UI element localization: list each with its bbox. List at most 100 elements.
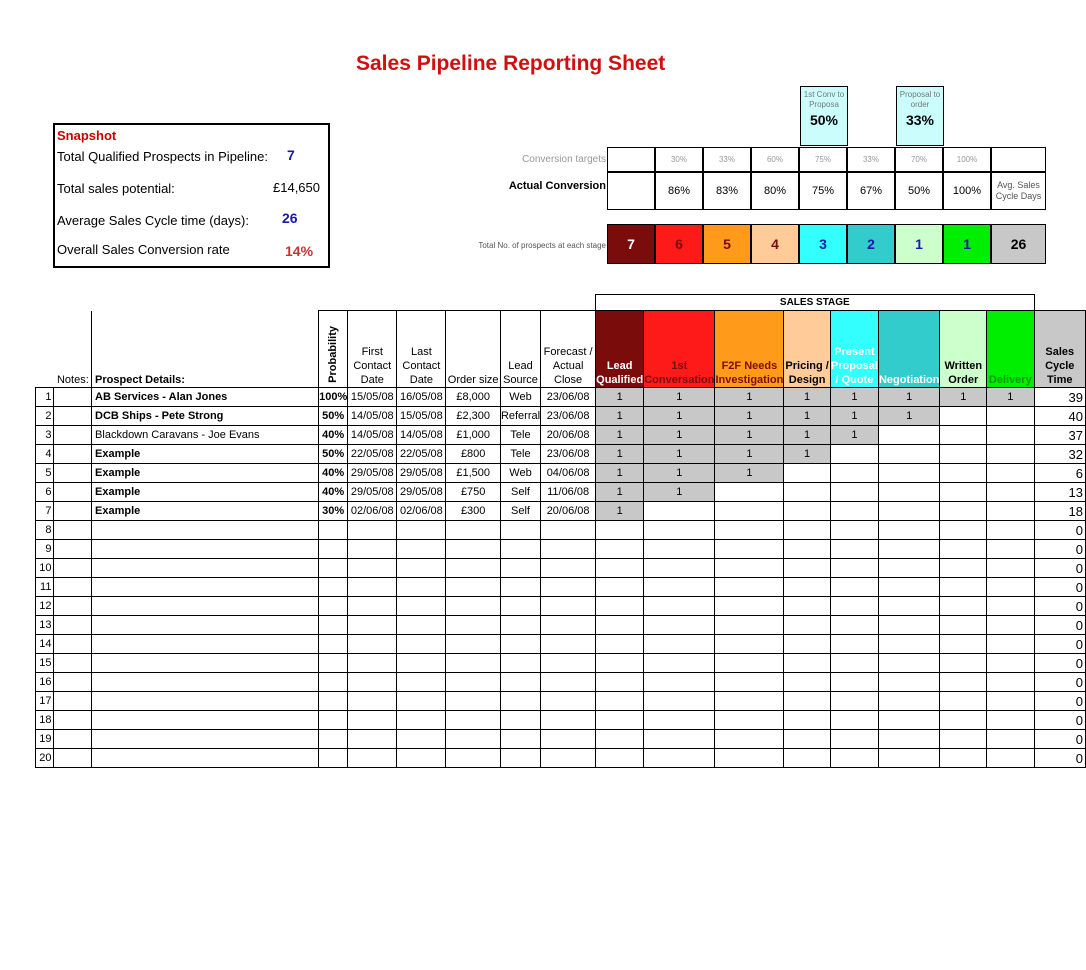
target-cell: 33% xyxy=(847,147,895,172)
col-stage-f2f: F2F Needs Investigation xyxy=(714,310,785,388)
row-first-contact: 14/05/08 xyxy=(347,406,398,426)
snapshot-label-cycle: Average Sales Cycle time (days): xyxy=(57,213,249,228)
row-last-contact xyxy=(396,577,447,597)
row-stage-cell xyxy=(643,634,716,654)
row-first-contact: 15/05/08 xyxy=(347,387,398,407)
conversion-box-label: Proposal to order xyxy=(899,90,941,109)
row-stage-cell xyxy=(783,558,831,578)
row-number: 9 xyxy=(34,539,55,559)
row-probability: 40% xyxy=(318,425,349,445)
row-cycle-time: 0 xyxy=(1033,558,1086,578)
row-stage-cell xyxy=(595,653,645,673)
row-forecast-close: 04/06/08 xyxy=(540,463,597,483)
row-lead-source xyxy=(499,710,542,730)
row-lead-source xyxy=(499,672,542,692)
row-stage-cell xyxy=(783,691,831,711)
table-row: 17 0 xyxy=(34,691,1086,711)
prospect-count-cell: 7 xyxy=(607,224,655,264)
col-lead-source: Lead Source xyxy=(499,310,542,388)
target-cell-blank xyxy=(607,147,655,172)
snapshot-value-conversion: 14% xyxy=(285,243,314,259)
row-stage-cell xyxy=(643,748,716,768)
row-stage-cell xyxy=(643,729,716,749)
row-first-contact xyxy=(347,691,398,711)
sales-stage-title: SALES STAGE xyxy=(595,294,1035,311)
row-forecast-close xyxy=(540,539,597,559)
row-forecast-close: 20/06/08 xyxy=(540,425,597,445)
row-stage-cell xyxy=(829,577,879,597)
row-stage-cell xyxy=(986,672,1035,692)
table-row: 15 0 xyxy=(34,653,1086,673)
row-first-contact xyxy=(347,710,398,730)
col-stage-written-order: Written Order xyxy=(939,310,988,388)
row-stage-cell xyxy=(939,729,988,749)
row-probability xyxy=(318,710,349,730)
row-prospect xyxy=(91,558,320,578)
row-number: 15 xyxy=(34,653,55,673)
row-last-contact: 14/05/08 xyxy=(396,425,447,445)
row-stage-cell xyxy=(643,596,716,616)
row-prospect: AB Services - Alan Jones xyxy=(91,387,320,407)
row-stage-cell xyxy=(783,653,831,673)
row-order-size: £1,000 xyxy=(445,425,501,445)
row-prospect xyxy=(91,710,320,730)
target-cell-blank xyxy=(991,147,1046,172)
row-last-contact: 29/05/08 xyxy=(396,463,447,483)
row-stage-cell xyxy=(714,539,785,559)
actual-cell-blank xyxy=(607,172,655,210)
row-stage-cell xyxy=(829,558,879,578)
row-number: 13 xyxy=(34,615,55,635)
row-notes xyxy=(53,501,93,521)
row-prospect: Example xyxy=(91,463,320,483)
row-stage-cell xyxy=(939,615,988,635)
row-stage-cell xyxy=(783,463,831,483)
row-cycle-time: 0 xyxy=(1033,596,1086,616)
row-stage-cell: 1 xyxy=(643,482,716,502)
row-order-size: £800 xyxy=(445,444,501,464)
row-forecast-close xyxy=(540,691,597,711)
row-last-contact xyxy=(396,596,447,616)
row-stage-cell xyxy=(783,710,831,730)
row-last-contact xyxy=(396,539,447,559)
row-lead-source: Web xyxy=(499,463,542,483)
row-stage-cell xyxy=(986,444,1035,464)
row-forecast-close xyxy=(540,615,597,635)
row-cycle-time: 0 xyxy=(1033,691,1086,711)
row-lead-source xyxy=(499,729,542,749)
row-order-size: £2,300 xyxy=(445,406,501,426)
row-stage-cell xyxy=(783,520,831,540)
row-stage-cell: 1 xyxy=(829,425,879,445)
row-stage-cell: 1 xyxy=(643,425,716,445)
row-forecast-close xyxy=(540,653,597,673)
row-probability xyxy=(318,520,349,540)
row-stage-cell xyxy=(939,520,988,540)
row-stage-cell xyxy=(714,615,785,635)
table-row: 18 0 xyxy=(34,710,1086,730)
row-probability xyxy=(318,596,349,616)
row-stage-cell xyxy=(939,653,988,673)
row-stage-cell xyxy=(595,615,645,635)
row-order-size xyxy=(445,691,501,711)
row-order-size xyxy=(445,748,501,768)
row-lead-source xyxy=(499,539,542,559)
row-notes xyxy=(53,539,93,559)
row-number: 10 xyxy=(34,558,55,578)
row-probability xyxy=(318,691,349,711)
row-stage-cell xyxy=(643,710,716,730)
row-notes xyxy=(53,425,93,445)
row-stage-cell: 1 xyxy=(595,463,645,483)
row-notes xyxy=(53,672,93,692)
table-row: 16 0 xyxy=(34,672,1086,692)
row-lead-source xyxy=(499,634,542,654)
row-stage-cell xyxy=(783,539,831,559)
row-notes xyxy=(53,710,93,730)
row-stage-cell xyxy=(939,634,988,654)
row-stage-cell: 1 xyxy=(877,387,941,407)
row-cycle-time: 39 xyxy=(1033,387,1086,407)
row-notes xyxy=(53,596,93,616)
row-stage-cell xyxy=(829,729,879,749)
row-probability xyxy=(318,539,349,559)
row-stage-cell xyxy=(783,672,831,692)
row-notes xyxy=(53,634,93,654)
